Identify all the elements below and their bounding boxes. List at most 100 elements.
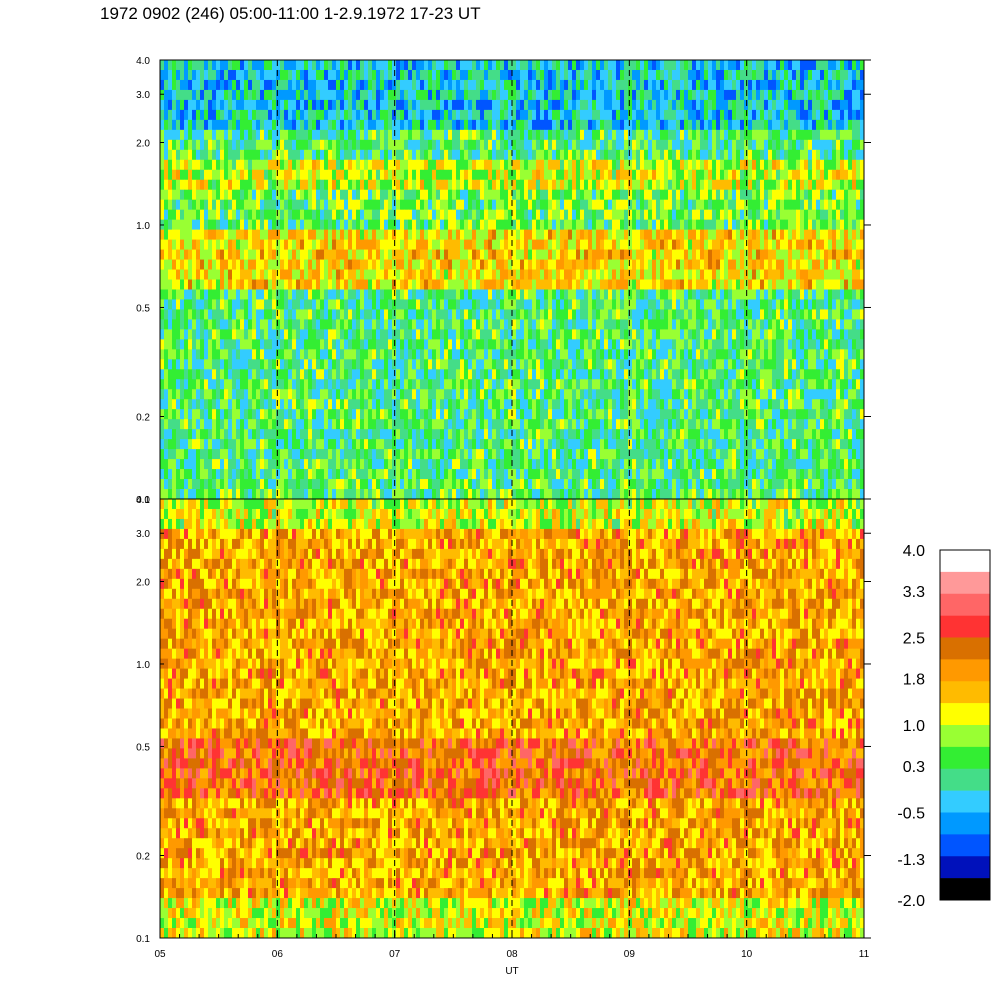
heatmap-cell <box>740 209 745 221</box>
heatmap-cell <box>196 179 201 191</box>
heatmap-cell <box>444 99 449 111</box>
heatmap-cell <box>712 199 717 211</box>
heatmap-cell <box>588 119 593 131</box>
heatmap-cell <box>800 119 805 131</box>
heatmap-cell <box>444 209 449 221</box>
heatmap-cell <box>604 259 609 270</box>
heatmap-cell <box>280 119 285 131</box>
heatmap-cell <box>624 219 629 231</box>
heatmap-cell <box>288 99 293 111</box>
heatmap-cell <box>188 119 193 131</box>
heatmap-cell <box>544 219 549 231</box>
heatmap-cell <box>196 209 201 221</box>
heatmap-cell <box>384 79 389 91</box>
heatmap-cell <box>264 60 269 71</box>
heatmap-cell <box>816 79 821 91</box>
heatmap-cell <box>520 249 525 260</box>
heatmap-cell <box>600 279 605 290</box>
heatmap-cell <box>592 119 597 131</box>
heatmap-cell <box>596 79 601 91</box>
heatmap-cell <box>780 259 785 270</box>
heatmap-cell <box>404 169 409 181</box>
heatmap-cell <box>264 169 269 181</box>
heatmap-cell <box>520 229 525 240</box>
heatmap-cell <box>264 249 269 260</box>
heatmap-cell <box>508 259 513 270</box>
heatmap-cell <box>280 99 285 111</box>
heatmap-cell <box>492 219 497 231</box>
heatmap-cell <box>796 109 801 121</box>
heatmap-cell <box>596 249 601 260</box>
heatmap-cell <box>232 69 237 81</box>
heatmap-cell <box>756 329 761 340</box>
heatmap-cell <box>632 229 637 240</box>
heatmap-cell <box>724 69 729 81</box>
heatmap-cell <box>368 129 373 141</box>
heatmap-cell <box>160 299 165 310</box>
heatmap-cell <box>288 109 293 121</box>
heatmap-cell <box>360 289 365 300</box>
heatmap-cell <box>276 239 281 250</box>
heatmap-cell <box>740 169 745 181</box>
heatmap-cell <box>160 60 165 71</box>
heatmap-cell <box>300 119 305 131</box>
heatmap-cell <box>236 249 241 260</box>
heatmap-cell <box>600 229 605 240</box>
heatmap-cell <box>456 60 461 71</box>
heatmap-cell <box>348 229 353 240</box>
heatmap-cell <box>464 309 469 320</box>
heatmap-cell <box>200 189 205 201</box>
heatmap-cell <box>464 99 469 111</box>
heatmap-cell <box>784 129 789 141</box>
heatmap-cell <box>652 319 657 330</box>
heatmap-cell <box>296 69 301 81</box>
heatmap-cell <box>556 179 561 191</box>
heatmap-cell <box>224 219 229 231</box>
heatmap-cell <box>460 239 465 250</box>
heatmap-cell <box>684 139 689 151</box>
heatmap-cell <box>828 259 833 270</box>
heatmap-cell <box>500 89 505 101</box>
heatmap-cell <box>784 279 789 290</box>
heatmap-cell <box>404 209 409 221</box>
heatmap-cell <box>620 329 625 340</box>
heatmap-cell <box>776 299 781 310</box>
heatmap-cell <box>528 199 533 211</box>
heatmap-cell <box>496 149 501 161</box>
heatmap-cell <box>620 149 625 161</box>
heatmap-cell <box>276 69 281 81</box>
heatmap-cell <box>300 279 305 290</box>
heatmap-cell <box>484 299 489 310</box>
heatmap-cell <box>836 259 841 270</box>
heatmap-cell <box>816 229 821 240</box>
heatmap-cell <box>388 189 393 201</box>
heatmap-cell <box>360 159 365 171</box>
heatmap-cell <box>588 99 593 111</box>
heatmap-cell <box>692 199 697 211</box>
heatmap-cell <box>732 319 737 330</box>
heatmap-cell <box>524 309 529 320</box>
heatmap-cell <box>212 249 217 260</box>
heatmap-cell <box>316 119 321 131</box>
heatmap-cell <box>168 139 173 151</box>
heatmap-cell <box>164 239 169 250</box>
heatmap-cell <box>540 169 545 181</box>
heatmap-cell <box>420 89 425 101</box>
heatmap-cell <box>176 299 181 310</box>
heatmap-cell <box>328 199 333 211</box>
heatmap-cell <box>252 319 257 330</box>
heatmap-cell <box>684 329 689 340</box>
heatmap-cell <box>296 89 301 101</box>
heatmap-cell <box>604 139 609 151</box>
heatmap-cell <box>264 259 269 270</box>
heatmap-cell <box>856 99 861 111</box>
heatmap-cell <box>232 299 237 310</box>
heatmap-cell <box>344 289 349 300</box>
heatmap-cell <box>716 279 721 290</box>
heatmap-cell <box>852 149 857 161</box>
heatmap-cell <box>188 319 193 330</box>
heatmap-cell <box>536 319 541 330</box>
heatmap-cell <box>332 229 337 240</box>
heatmap-cell <box>620 249 625 260</box>
heatmap-cell <box>164 169 169 181</box>
